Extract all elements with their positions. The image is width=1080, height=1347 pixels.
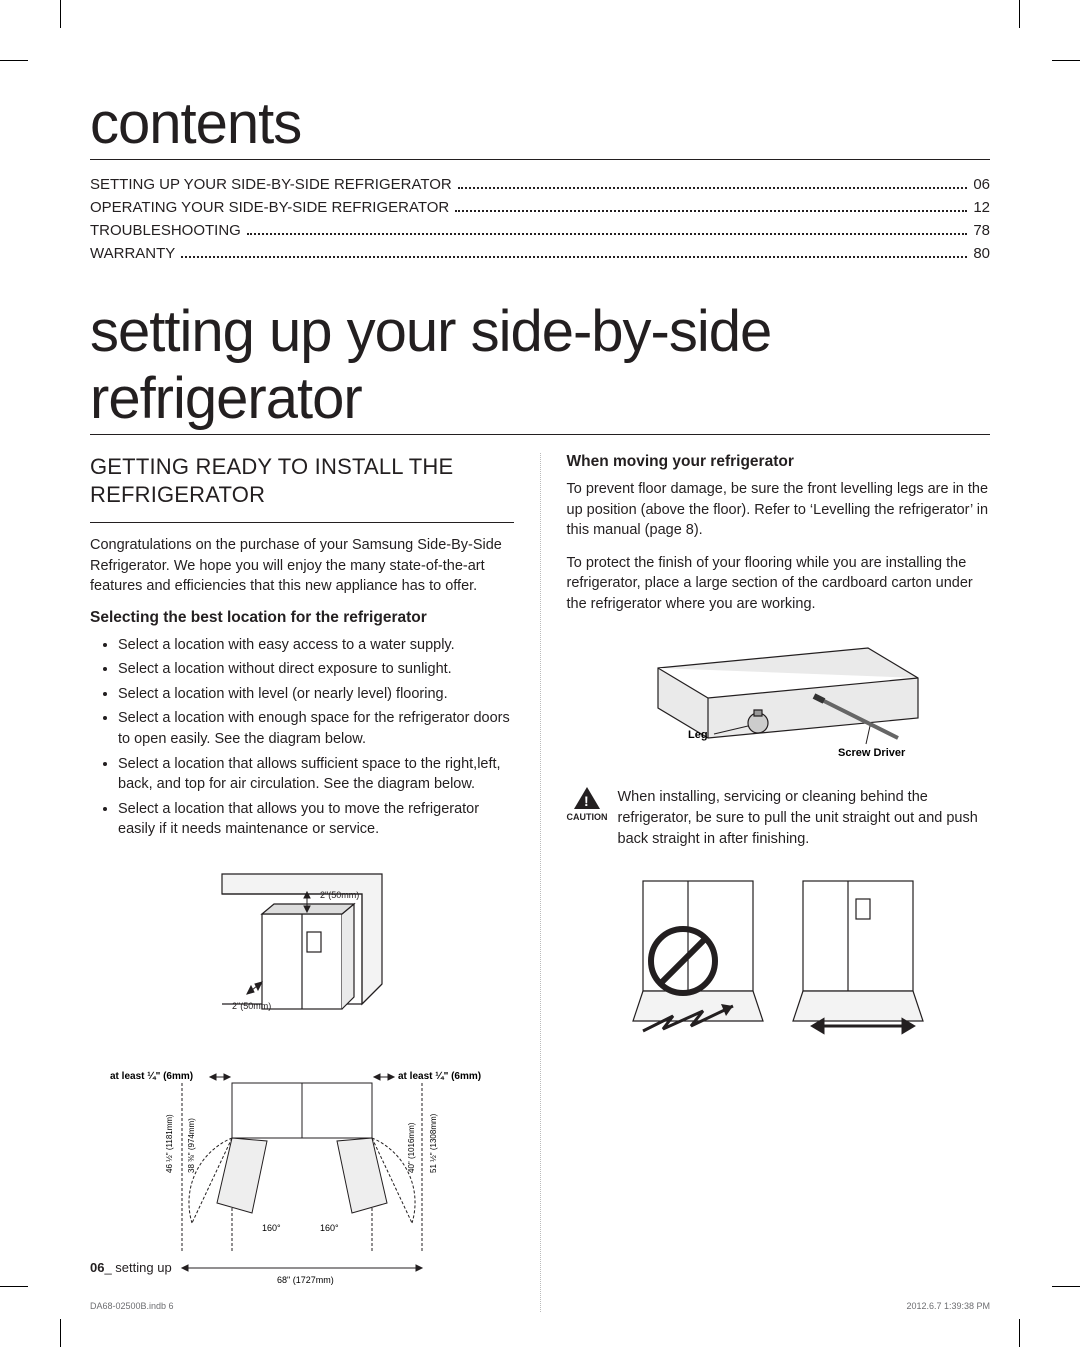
toc-row: TROUBLESHOOTING 78 xyxy=(90,220,990,241)
when-moving-heading: When moving your refrigerator xyxy=(567,453,991,471)
depth-46: 46 ½" (1181mm) xyxy=(165,1114,174,1173)
toc-row: SETTING UP YOUR SIDE-BY-SIDE REFRIGERATO… xyxy=(90,174,990,195)
toc-page: 06 xyxy=(973,174,990,195)
toc-dots xyxy=(458,187,968,189)
width-label: 68" (1727mm) xyxy=(277,1275,334,1285)
crop-mark xyxy=(60,1319,61,1347)
crop-mark xyxy=(1019,0,1020,28)
toc-dots xyxy=(455,210,967,212)
depth-38: 38 ⅜" (974mm) xyxy=(187,1118,196,1173)
clearance-back-label: 2"(50mm) xyxy=(232,1001,271,1011)
toc-page: 12 xyxy=(973,197,990,218)
right-column: When moving your refrigerator To prevent… xyxy=(540,453,991,1312)
crop-mark xyxy=(1019,1319,1020,1347)
toc-label: SETTING UP YOUR SIDE-BY-SIDE REFRIGERATO… xyxy=(90,174,452,195)
page-footer: 06_ setting up xyxy=(90,1260,172,1275)
location-bullets: Select a location with easy access to a … xyxy=(90,635,514,840)
caution-icon: CAUTION xyxy=(567,787,608,849)
page-label: _ setting up xyxy=(104,1260,171,1275)
print-file: DA68-02500B.indb 6 xyxy=(90,1301,174,1311)
page-number: 06 xyxy=(90,1260,104,1275)
intro-paragraph: Congratulations on the purchase of your … xyxy=(90,535,514,597)
caution-text: When installing, servicing or cleaning b… xyxy=(618,787,991,849)
print-meta: DA68-02500B.indb 6 2012.6.7 1:39:38 PM xyxy=(90,1301,990,1311)
list-item: Select a location with enough space for … xyxy=(118,708,514,749)
toc-row: WARRANTY 80 xyxy=(90,243,990,264)
left-column: GETTING READY TO INSTALL THE REFRIGERATO… xyxy=(90,453,514,1312)
list-item: Select a location with easy access to a … xyxy=(118,635,514,656)
rule xyxy=(90,159,990,160)
toc-page: 78 xyxy=(973,220,990,241)
contents-heading: contents xyxy=(90,90,990,157)
toc-row: OPERATING YOUR SIDE-BY-SIDE REFRIGERATOR… xyxy=(90,197,990,218)
moving-para-2: To protect the finish of your flooring w… xyxy=(567,553,991,615)
getting-ready-heading: GETTING READY TO INSTALL THE REFRIGERATO… xyxy=(90,453,514,508)
toc-label: WARRANTY xyxy=(90,243,175,264)
crop-mark xyxy=(60,0,61,28)
angle-left: 160° xyxy=(262,1223,281,1233)
clearance-figure: 2"(50mm) 2"(50mm) xyxy=(90,854,514,1049)
gap-right-label: at least ¼" (6mm) xyxy=(398,1071,481,1082)
toc-dots xyxy=(247,233,967,235)
crop-mark xyxy=(0,60,28,61)
setup-heading: setting up your side-by-side refrigerato… xyxy=(90,298,990,432)
print-timestamp: 2012.6.7 1:39:38 PM xyxy=(906,1301,990,1311)
leg-label: Leg xyxy=(688,729,708,741)
gap-left-label: at least ¼" (6mm) xyxy=(110,1071,193,1082)
toc-page: 80 xyxy=(973,243,990,264)
moving-para-1: To prevent floor damage, be sure the fro… xyxy=(567,479,991,541)
list-item: Select a location that allows you to mov… xyxy=(118,799,514,840)
leg-figure: Leg Screw Driver xyxy=(567,628,991,773)
list-item: Select a location that allows sufficient… xyxy=(118,754,514,795)
angle-right: 160° xyxy=(320,1223,339,1233)
rule xyxy=(90,522,514,523)
toc-label: OPERATING YOUR SIDE-BY-SIDE REFRIGERATOR xyxy=(90,197,449,218)
caution-label: CAUTION xyxy=(567,811,608,824)
list-item: Select a location with level (or nearly … xyxy=(118,684,514,705)
depth-40: 40" (1016mm) xyxy=(407,1122,416,1173)
clearance-top-label: 2"(50mm) xyxy=(320,890,359,900)
rule xyxy=(90,434,990,435)
movement-figure xyxy=(567,871,991,1046)
toc-dots xyxy=(181,256,967,258)
list-item: Select a location without direct exposur… xyxy=(118,659,514,680)
crop-mark xyxy=(1052,60,1080,61)
selecting-location-heading: Selecting the best location for the refr… xyxy=(90,609,514,627)
caution-block: CAUTION When installing, servicing or cl… xyxy=(567,787,991,849)
toc: SETTING UP YOUR SIDE-BY-SIDE REFRIGERATO… xyxy=(90,174,990,264)
crop-mark xyxy=(0,1286,28,1287)
toc-label: TROUBLESHOOTING xyxy=(90,220,241,241)
crop-mark xyxy=(1052,1286,1080,1287)
screwdriver-label: Screw Driver xyxy=(838,747,906,759)
two-column-layout: GETTING READY TO INSTALL THE REFRIGERATO… xyxy=(90,453,990,1312)
manual-page: contents SETTING UP YOUR SIDE-BY-SIDE RE… xyxy=(0,0,1080,1347)
depth-51: 51 ½" (1308mm) xyxy=(429,1113,438,1173)
